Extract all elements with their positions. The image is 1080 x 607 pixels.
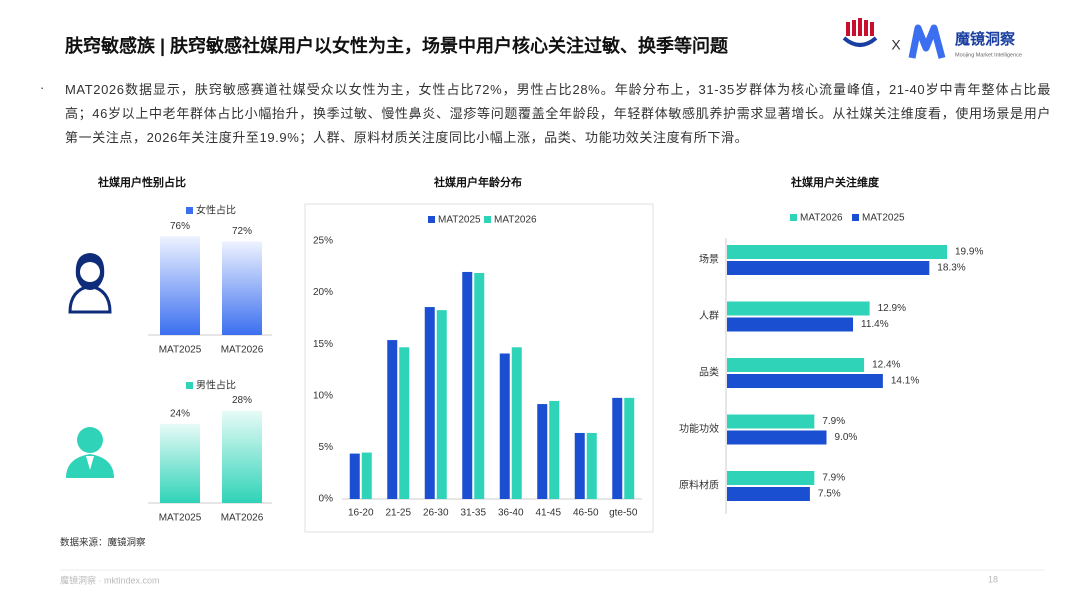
legend-swatch (484, 216, 491, 223)
y-tick-label: 场景 (699, 253, 719, 266)
legend-swatch (186, 382, 193, 389)
bar (222, 410, 262, 503)
source-note: 数据来源：魔镜洞察 (60, 537, 146, 549)
legend-label: MAT2026 (494, 215, 537, 226)
y-tick-label: 25% (313, 236, 333, 247)
legend-swatch (428, 216, 435, 223)
bar (399, 347, 410, 499)
bar (361, 452, 372, 499)
y-tick-label: 人群 (699, 309, 719, 322)
x-tick-label: MAT2025 (159, 513, 202, 524)
partner-logo (842, 18, 878, 47)
y-tick-label: 10% (313, 390, 333, 401)
brand-logo (908, 24, 946, 59)
brand-sub: Moojing Market Intelligence (955, 52, 1022, 58)
bar (727, 301, 870, 316)
legend-label: 男性占比 (196, 379, 236, 392)
bar (727, 471, 815, 485)
value-label: 76% (170, 221, 190, 232)
legend-label: MAT2026 (800, 213, 843, 224)
summary-text: MAT2026数据显示，肤窍敏感赛道社媒受众以女性为主，女性占比72%，男性占比… (65, 82, 1051, 145)
bar (549, 400, 560, 499)
bar (160, 423, 200, 503)
legend-label: MAT2025 (438, 215, 481, 226)
value-label: 7.9% (822, 473, 845, 484)
bar (574, 432, 585, 499)
brand-name: 魔镜洞察 (955, 30, 1016, 48)
bar (727, 414, 815, 429)
y-tick-label: 原料材质 (679, 479, 719, 492)
x-tick-label: 31-35 (460, 508, 486, 519)
legend-label: MAT2025 (862, 213, 905, 224)
x-tick-label: 26-30 (423, 508, 449, 519)
value-label: 28% (232, 395, 252, 406)
value-label: 24% (170, 408, 190, 419)
y-tick-label: 功能功效 (679, 422, 719, 435)
y-tick-label: 5% (319, 442, 334, 453)
bar (624, 397, 635, 499)
bar (387, 340, 398, 499)
page-title: 肤窍敏感族 | 肤窍敏感社媒用户以女性为主，场景中用户核心关注过敏、换季等问题 (65, 35, 729, 56)
bar (727, 245, 947, 259)
legend-label: 女性占比 (196, 204, 236, 217)
value-label: 12.4% (872, 360, 900, 371)
x-tick-label: MAT2026 (221, 513, 264, 524)
x-tick-label: MAT2026 (221, 345, 264, 356)
bar (537, 404, 548, 499)
bar (511, 347, 522, 499)
y-tick-label: 0% (319, 494, 334, 505)
bar (349, 453, 360, 499)
bar (727, 261, 930, 275)
x-tick-label: 21-25 (385, 508, 411, 519)
x-tick-label: 41-45 (535, 508, 561, 519)
y-tick-label: 15% (313, 339, 333, 350)
x-tick-label: MAT2025 (159, 345, 202, 356)
bar (499, 353, 510, 499)
x-tick-label: 36-40 (498, 508, 524, 519)
male-icon (66, 427, 114, 478)
value-label: 9.0% (834, 432, 857, 443)
value-label: 18.3% (937, 263, 965, 274)
legend-swatch (852, 214, 859, 221)
bullet: · (40, 80, 45, 95)
bar (474, 272, 485, 499)
value-label: 7.9% (822, 416, 845, 427)
value-label: 14.1% (891, 376, 919, 387)
bar (424, 307, 435, 499)
female-icon (68, 253, 112, 314)
bar (436, 310, 447, 499)
x-tick-label: gte-50 (609, 508, 638, 519)
logo-separator: X (891, 37, 901, 53)
bar (727, 430, 827, 445)
bar (727, 358, 865, 372)
bar (727, 317, 854, 332)
bar (586, 432, 597, 499)
chart-title: 社媒用户性别占比 (97, 175, 186, 189)
chart-title: 社媒用户关注维度 (790, 175, 880, 189)
value-label: 11.4% (861, 319, 889, 330)
legend-swatch (186, 207, 193, 214)
value-label: 12.9% (878, 303, 906, 314)
y-tick-label: 20% (313, 287, 333, 298)
bar (222, 241, 262, 335)
bar (160, 236, 200, 335)
bar (462, 271, 473, 499)
value-label: 72% (232, 226, 252, 237)
bar (612, 397, 623, 499)
chart-title: 社媒用户年龄分布 (433, 175, 522, 189)
footer-site: 魔镜洞察 · mktindex.com (60, 574, 160, 585)
chart-frame (304, 203, 654, 533)
y-tick-label: 品类 (699, 366, 719, 379)
page-number: 18 (988, 574, 998, 584)
bar (727, 374, 883, 388)
legend-swatch (790, 214, 797, 221)
bar (727, 487, 810, 501)
x-tick-label: 46-50 (573, 508, 599, 519)
value-label: 19.9% (955, 247, 983, 258)
value-label: 7.5% (818, 489, 841, 500)
x-tick-label: 16-20 (348, 508, 374, 519)
